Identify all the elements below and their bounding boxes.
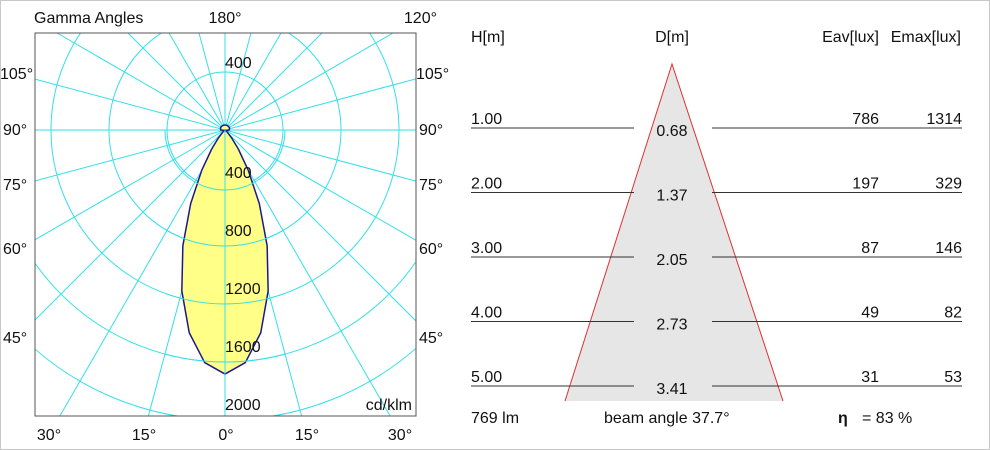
diameter-value: 2.73: [656, 317, 687, 334]
emax-value: 82: [944, 305, 962, 322]
beam-cone-edge: [564, 62, 784, 402]
radial-tick-labels: 400 800 1200 1600 2000: [225, 165, 261, 414]
right-label-45: 45°: [419, 330, 443, 347]
grid-arc: [164, 292, 286, 305]
grid-spoke: [224, 78, 416, 131]
grid-spoke: [224, 129, 416, 322]
radial-tick-label: 1600: [225, 339, 261, 356]
height-value: 2.00: [471, 176, 502, 193]
unit-label: cd/klm: [366, 397, 412, 414]
top-ring-label: 400: [225, 55, 252, 72]
diameter-value: 1.37: [656, 188, 687, 205]
emax-value: 329: [935, 176, 962, 193]
beam-cone: [565, 64, 783, 401]
flux-label: 769 lm: [471, 410, 519, 427]
grid-spoke: [35, 129, 226, 321]
grid-spoke: [168, 33, 226, 131]
bottom-label-15-right: 15°: [295, 427, 319, 444]
grid-spoke: [224, 129, 416, 241]
eta-symbol: η: [838, 410, 848, 427]
bottom-label-30-left: 30°: [37, 427, 61, 444]
grid-spoke: [59, 129, 226, 416]
grid-spoke: [127, 33, 226, 131]
grid-spoke: [224, 33, 394, 131]
eav-value: 87: [861, 240, 879, 257]
top-label-120: 120°: [404, 10, 437, 27]
polar-plot-border: [34, 32, 417, 417]
grid-arc: [164, 353, 286, 363]
eav-value: 31: [861, 369, 879, 386]
left-label-45: 45°: [3, 330, 27, 347]
table-rows: 1.00 0.68 786 1314 2.00 1.37 197 329 3.00 2.05 87 1…: [471, 111, 962, 398]
left-label-105: 105°: [0, 66, 33, 83]
emax-value: 1314: [926, 111, 962, 128]
bottom-label-30-right: 30°: [388, 427, 412, 444]
right-label-75: 75°: [419, 177, 443, 194]
height-value: 5.00: [471, 369, 502, 386]
grid-spoke: [56, 33, 226, 131]
height-value: 1.00: [471, 111, 502, 128]
radial-tick-label: 2000: [225, 397, 261, 414]
beam-angle-label: beam angle 37.7°: [604, 410, 730, 427]
left-label-75: 75°: [3, 177, 27, 194]
grid-spoke: [35, 129, 226, 241]
grid-spoke: [35, 78, 226, 131]
left-label-90: 90°: [3, 122, 27, 139]
header-h: H[m]: [471, 29, 505, 46]
grid-spoke: [224, 33, 323, 131]
diameter-value: 3.41: [656, 381, 687, 398]
header-emax: Emax[lux]: [891, 29, 961, 46]
top-label-180: 180°: [208, 10, 241, 27]
emax-value: 53: [944, 369, 962, 386]
right-label-60: 60°: [419, 241, 443, 258]
emax-value: 146: [935, 240, 962, 257]
left-label-60: 60°: [3, 241, 27, 258]
eav-value: 49: [861, 305, 879, 322]
right-label-90: 90°: [419, 122, 443, 139]
height-value: 3.00: [471, 240, 502, 257]
radial-tick-label: 800: [225, 223, 252, 240]
eav-value: 786: [852, 111, 879, 128]
intensity-curve-group: [164, 124, 286, 416]
diameter-value: 2.05: [656, 252, 687, 269]
grid-spoke: [35, 129, 226, 182]
header-eav: Eav[lux]: [822, 29, 879, 46]
efficiency-label: = 83 %: [862, 410, 912, 427]
grid-spoke: [224, 129, 391, 416]
bottom-label-15-left: 15°: [132, 427, 156, 444]
grid-arc: [164, 129, 286, 191]
grid-spoke: [224, 33, 252, 131]
eav-value: 197: [852, 176, 879, 193]
radial-tick-label: 400: [225, 165, 252, 182]
height-value: 4.00: [471, 305, 502, 322]
grid-spoke: [198, 33, 226, 131]
grid-spoke: [224, 33, 282, 131]
radial-tick-label: 1200: [225, 281, 261, 298]
diameter-value: 0.68: [656, 123, 687, 140]
bottom-label-0: 0°: [218, 427, 233, 444]
grid-spoke: [224, 129, 416, 182]
right-label-105: 105°: [416, 66, 449, 83]
header-d: D[m]: [655, 29, 689, 46]
polar-title: Gamma Angles: [34, 10, 143, 27]
grid-arc: [164, 228, 286, 247]
